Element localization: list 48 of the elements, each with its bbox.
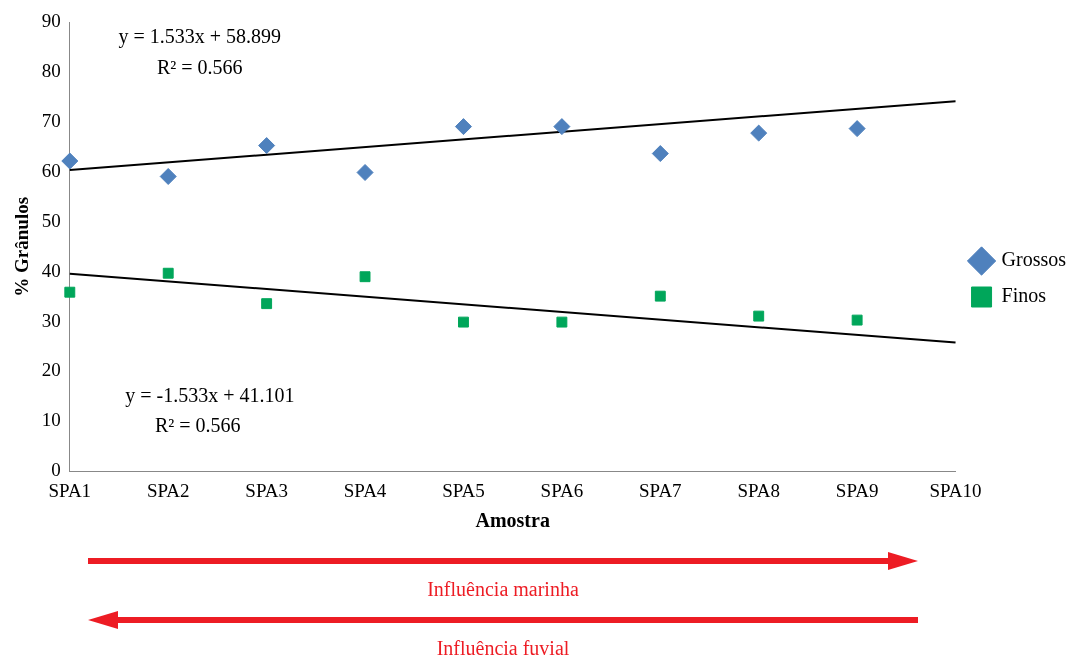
y-tick-label: 80: [41, 60, 61, 82]
y-tick-label: 20: [41, 359, 61, 381]
text: Influência fuvial: [435, 637, 571, 659]
y-tick-label: 90: [41, 10, 61, 32]
y-tick-label: 60: [41, 159, 61, 181]
point: [356, 164, 374, 181]
point: [651, 145, 669, 163]
point: [553, 118, 571, 136]
point: [261, 298, 273, 310]
x-tick-label: SPA5: [442, 479, 485, 501]
x-tick-label: SPA9: [835, 479, 879, 501]
point: [750, 124, 768, 142]
point: [556, 316, 568, 328]
x-tick-label: SPA2: [146, 479, 190, 501]
x-tick-label: SPA6: [540, 479, 584, 501]
x-tick-label: SPA3: [245, 479, 288, 501]
point: [64, 286, 76, 298]
point: [753, 310, 765, 322]
point: [159, 167, 177, 185]
point: [162, 267, 174, 279]
point: [851, 314, 863, 326]
y-tick-label: 50: [41, 209, 61, 231]
point: [258, 137, 276, 155]
point: [359, 271, 371, 283]
y-tick-label: 70: [41, 110, 61, 132]
annotation: y = -1.533x + 41.101: [125, 383, 295, 407]
y-tick-label: 30: [41, 309, 61, 331]
x-axis-title: Amostra: [475, 509, 550, 532]
point: [654, 290, 666, 302]
text: Influência marinha: [426, 578, 580, 601]
y-axis-title: % Grânulos: [11, 196, 33, 297]
y-tick-label: 40: [41, 259, 61, 281]
y-tick-label: 10: [41, 409, 61, 431]
legend-label: Grossos: [1001, 248, 1067, 271]
legend-label: Finos: [1001, 284, 1047, 307]
x-tick-label: SPA10: [929, 479, 982, 501]
point: [61, 152, 79, 170]
annotation: R² = 0.566: [154, 413, 241, 436]
x-tick-label: SPA7: [638, 479, 682, 501]
x-tick-label: SPA4: [343, 479, 387, 501]
x-tick-label: SPA8: [737, 479, 781, 501]
y-tick-label: 0: [51, 459, 61, 481]
annotation: y = 1.533x + 58.899: [118, 24, 282, 48]
point: [848, 120, 866, 138]
x-tick-label: SPA1: [48, 479, 92, 501]
point: [454, 118, 472, 136]
annotation: R² = 0.566: [156, 55, 243, 78]
point: [458, 316, 469, 328]
